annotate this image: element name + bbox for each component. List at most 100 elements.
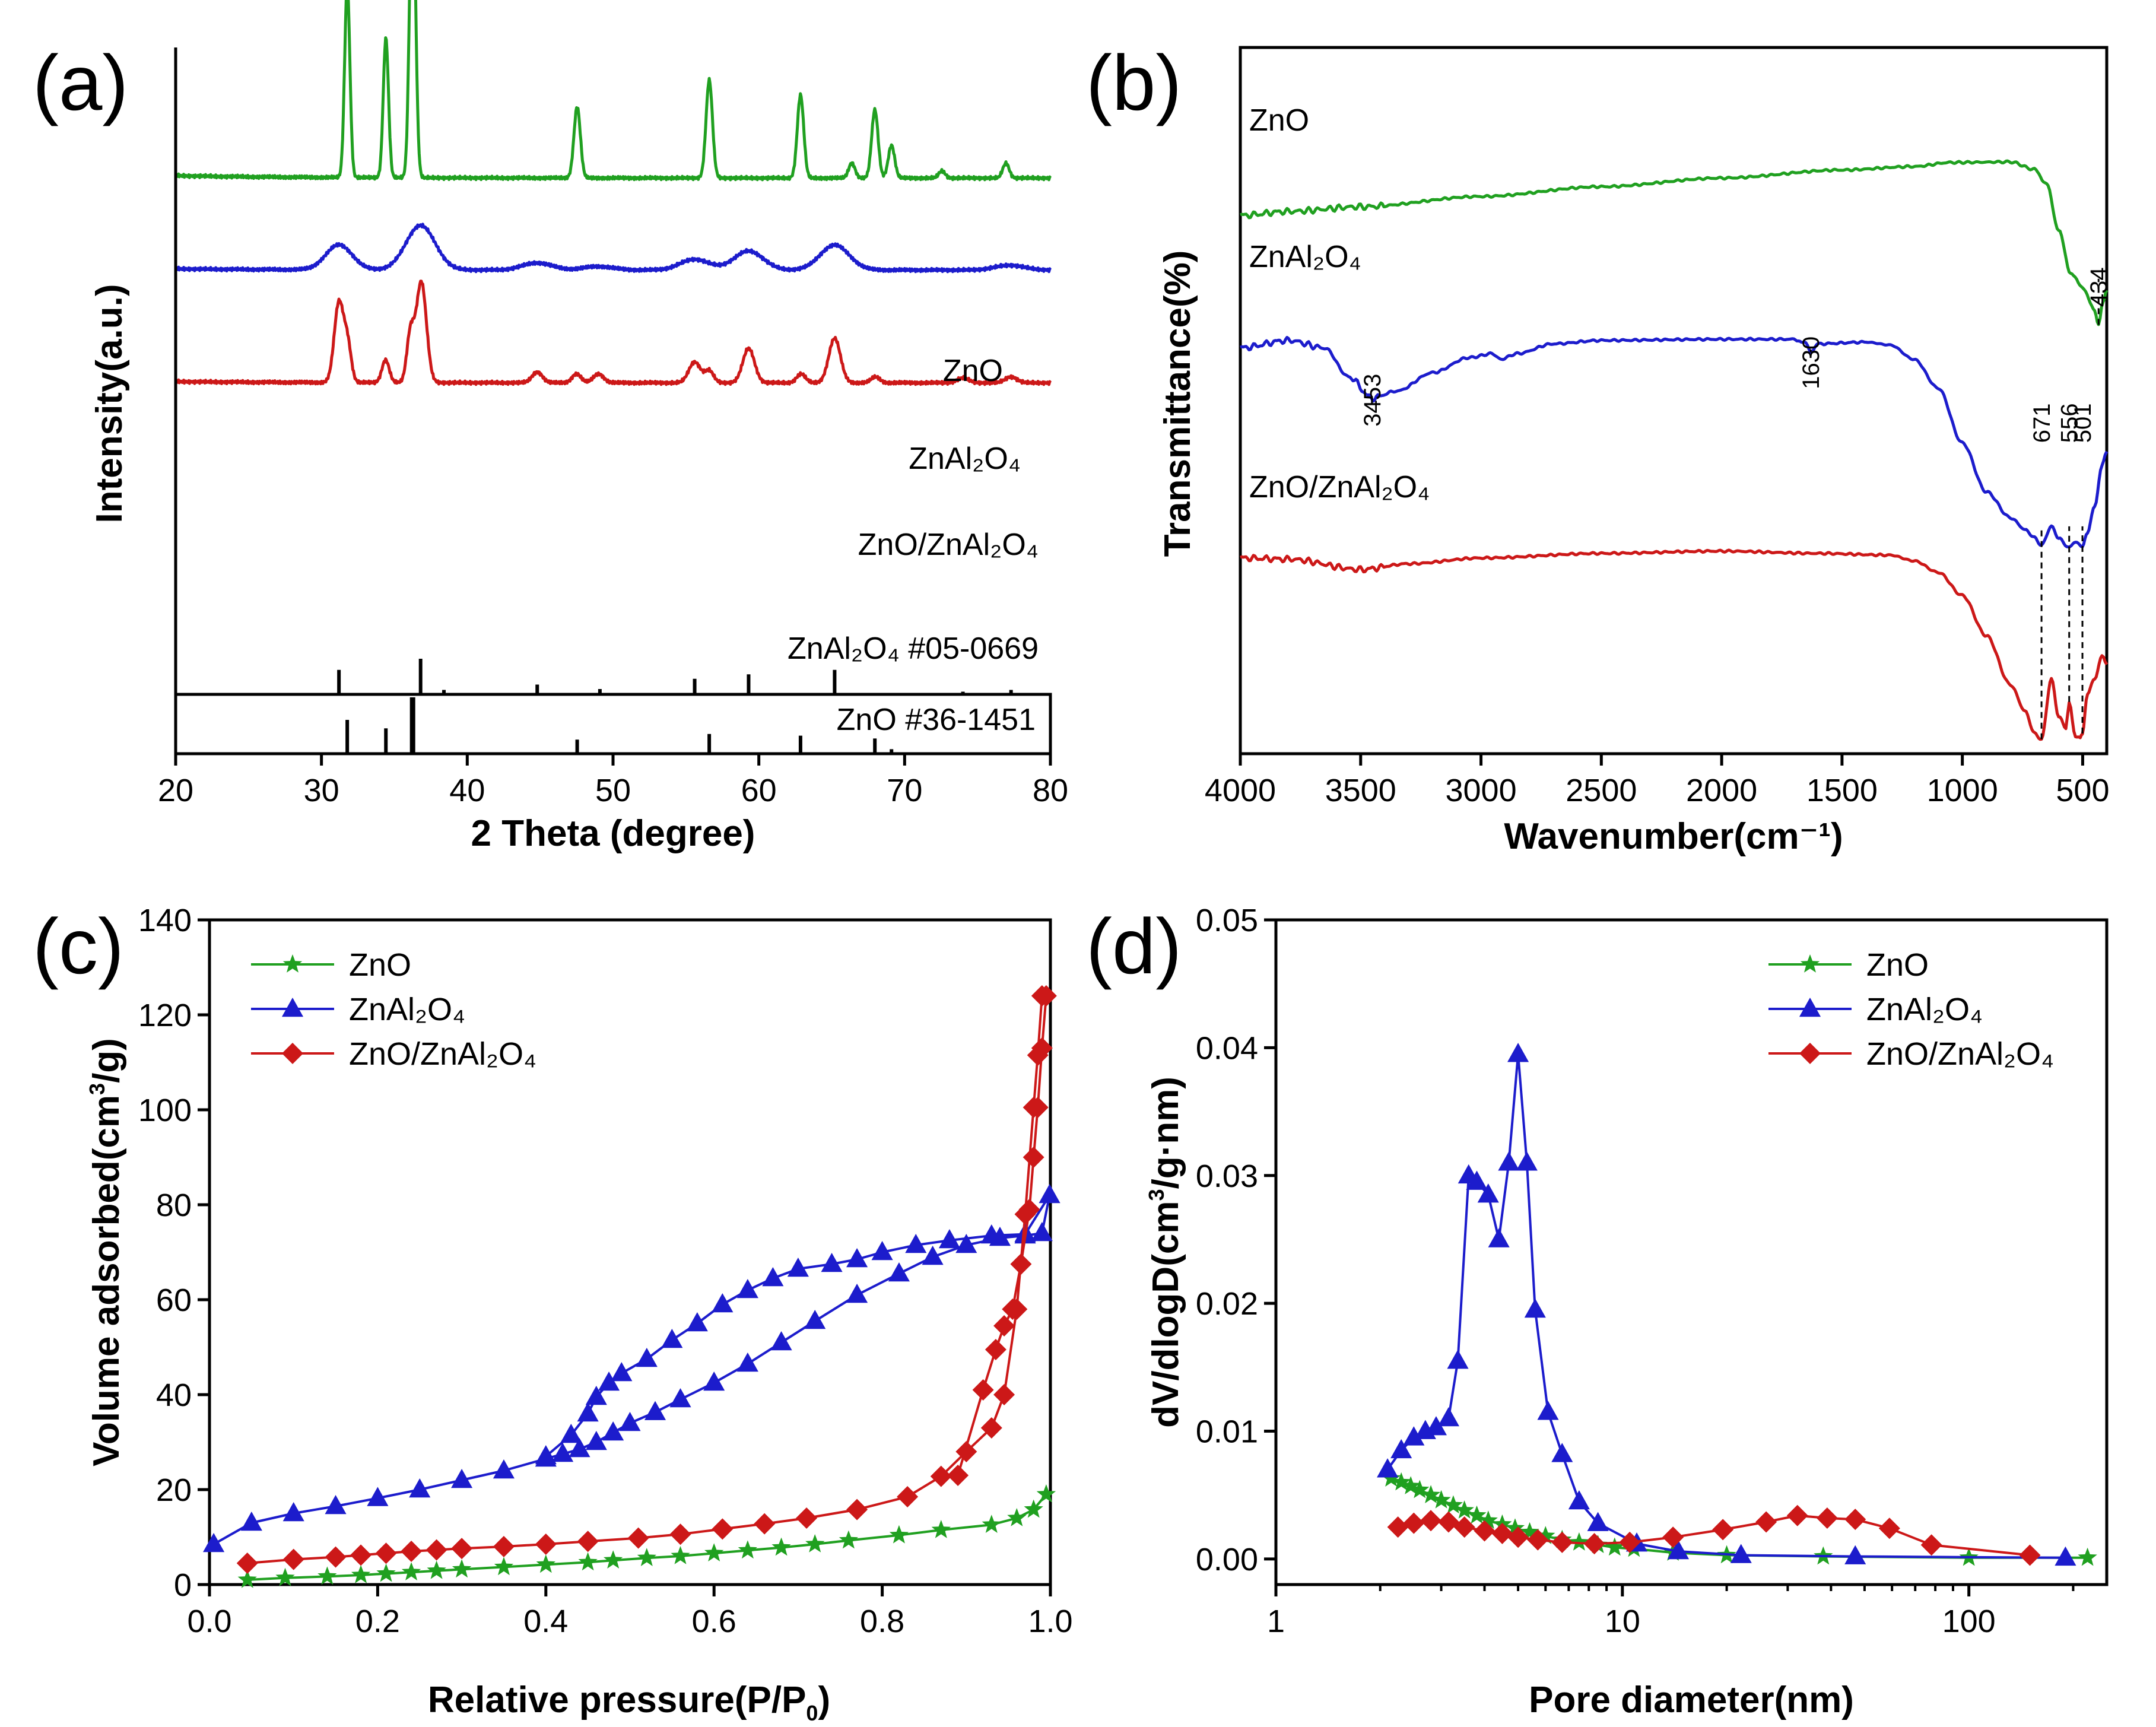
panel-a-xtick-label-30: 30	[304, 773, 339, 808]
panel-c-series-zno-point-19	[889, 1525, 909, 1544]
panel-c-series-composite-point-18	[930, 1465, 952, 1487]
panel-c-xtick-label-0: 0.0	[187, 1604, 231, 1639]
panel-d-series-composite-point-18	[1878, 1518, 1900, 1539]
panel-c-series-composite-point-9	[535, 1534, 557, 1555]
panel-c-series-zno-point-14	[704, 1543, 724, 1561]
panel-c-series-zno-point-1	[275, 1567, 295, 1586]
panel-d-y-title: dV/dlogD(cm3/g·nm)	[1144, 1077, 1186, 1428]
panel-d-series-zno-point-17	[1605, 1537, 1624, 1556]
panel-d-legend-label-zno: ZnO	[1866, 947, 1929, 983]
panel-c-ytick-label-0: 0	[174, 1567, 192, 1603]
panel-b-xtick-label-3500: 3500	[1325, 773, 1396, 808]
panel-c-series-composite-point-32	[1010, 1253, 1032, 1275]
panel-d-series-composite-point-3	[1437, 1511, 1459, 1533]
panel-c-series-znal2o4-point-1	[240, 1512, 262, 1531]
panel-d-ytick-label-0.01: 0.01	[1196, 1414, 1258, 1450]
panel-d-series-composite-point-8	[1527, 1529, 1549, 1551]
panel-b-annotation-label-556: 556	[2057, 403, 2083, 443]
panel-d-series-group	[1377, 1043, 2097, 1566]
panel-c-series-composite-point-15	[796, 1507, 818, 1529]
panel-d-series-composite-point-12	[1662, 1526, 1684, 1548]
panel-d-series-zno-point-3	[1410, 1480, 1430, 1499]
panel-c-series-zno-point-22	[1007, 1508, 1027, 1526]
panel-b-series-zno	[1240, 159, 2109, 326]
panel-c-series-composite-point-33	[1002, 1299, 1024, 1320]
panel-c-series-zno-point-23	[1024, 1499, 1043, 1518]
panel-d-series-zno-point-13	[1536, 1526, 1555, 1544]
panel-d-series-composite-point-16	[1816, 1507, 1838, 1529]
panel-c-series-znal2o4-point-32	[871, 1241, 893, 1261]
panel-c-series-znal2o4-point-26	[1031, 1222, 1053, 1242]
panel-c-series-znal2o4-point-16	[703, 1372, 725, 1391]
panel-d-series-zno-point-12	[1520, 1522, 1539, 1541]
panel-c-series-zno-point-15	[738, 1540, 757, 1559]
panel-b-annotation-label-434: 434	[2086, 267, 2112, 307]
panel-d-ytick-label-0.05: 0.05	[1196, 903, 1258, 938]
panel-b-series-group	[1240, 159, 2109, 741]
panel-c-series-znal2o4-point-3	[325, 1495, 347, 1515]
panel-d-series-composite-point-9	[1551, 1531, 1573, 1553]
panel-c-ytick-label-100: 100	[138, 1093, 192, 1128]
panel-c-series-composite-point-7	[451, 1538, 473, 1560]
panel-c-series-zno-point-8	[494, 1557, 514, 1576]
panel-d-xtick-label-10: 10	[1605, 1604, 1640, 1639]
panel-b-x-title: Wavenumber(cm⁻¹)	[1504, 816, 1843, 857]
panel-c-ytick-label-140: 140	[138, 903, 192, 938]
panel-a-series-composite	[174, 280, 1052, 386]
panel-b-xtick-label-1000: 1000	[1927, 773, 1998, 808]
panel-d-series-composite-point-20	[2019, 1544, 2041, 1566]
panel-d-series-znal2o4-point-16	[1551, 1443, 1573, 1462]
panel-a-y-title: Intensity(a.u.)	[89, 284, 130, 523]
panel-a-xtick-label-20: 20	[158, 773, 193, 808]
panel-c-ytick-label-80: 80	[156, 1188, 192, 1223]
panel-b-annotation-label-3453: 3453	[1360, 374, 1386, 427]
panel-c-series-znal2o4-point-2	[282, 1502, 304, 1522]
panel-d-legend-label-composite: ZnO/ZnAl₂O₄	[1866, 1036, 2054, 1072]
panel-c-series-znal2o4-point-20	[846, 1284, 868, 1303]
panel-d-series-zno-point-8	[1467, 1505, 1487, 1524]
panel-d-series-composite-point-14	[1755, 1511, 1777, 1533]
panel-d-series-znal2o4-point-18	[1587, 1512, 1609, 1531]
panel-d-series-composite-point-4	[1453, 1516, 1475, 1538]
panel-a: (a) 20 30 40 50 60 70 80 ZnO ZnAl₂O₄ ZnO/ZnAl₂…	[33, 0, 1068, 854]
panel-c-series-composite-point-27	[1035, 985, 1057, 1007]
panel-d-series-composite-point-1	[1403, 1512, 1425, 1534]
panel-c-series-znal2o4-point-15	[669, 1388, 691, 1408]
panel-c-series-znal2o4-point-41	[636, 1348, 658, 1367]
panel-c-series-znal2o4-point-44	[585, 1386, 607, 1405]
panel-a-znal2o4-label: ZnAl₂O₄	[909, 442, 1021, 476]
panel-c-ytick-label-20: 20	[156, 1472, 192, 1508]
panel-c-series-znal2o4-point-21	[888, 1262, 910, 1282]
panel-c-xtick-label-0.8: 0.8	[860, 1604, 904, 1639]
panel-d-series-composite-point-6	[1491, 1522, 1513, 1544]
panel-a-series-group	[174, 0, 1052, 386]
panel-c-y-title: Volume adsorbed(cm3/g)	[85, 1038, 127, 1466]
panel-a-x-title: 2 Theta (degree)	[471, 813, 755, 854]
panel-a-series-znal2o4	[174, 223, 1052, 274]
panel-d-series-zno-point-6	[1443, 1495, 1463, 1514]
panel-d-series-zno-point-7	[1455, 1500, 1474, 1519]
panel-c-series-zno-point-18	[839, 1530, 859, 1549]
panel-c-series-znal2o4-point-23	[955, 1234, 977, 1253]
panel-c-series-znal2o4-point-0	[203, 1533, 225, 1553]
panel-d-ytick-label-0.03: 0.03	[1196, 1158, 1258, 1194]
panel-c-series-zno-point-2	[317, 1566, 337, 1585]
panel-c-series-composite-point-28	[1031, 1037, 1053, 1059]
panel-c-series-composite-point-31	[1018, 1199, 1040, 1220]
panel-c-x-title: Relative pressure(P/P0)	[428, 1680, 830, 1725]
panel-c-legend-label-znal2o4: ZnAl₂O₄	[349, 992, 465, 1027]
panel-c-series-zno-point-9	[536, 1554, 555, 1573]
panel-d-ytick-label-0: 0.00	[1196, 1542, 1258, 1577]
panel-c-series-composite-point-2	[325, 1546, 347, 1568]
panel-c-series-znal2o4-point-19	[804, 1310, 826, 1329]
panel-d-series-composite-point-0	[1387, 1516, 1409, 1538]
panel-d-legend-marker-composite	[1799, 1043, 1821, 1064]
panel-d-series-znal2o4-point-11	[1498, 1151, 1520, 1171]
panel-c-series-composite-point-36	[972, 1379, 994, 1401]
panel-c-series-znal2o4-point-5	[409, 1478, 431, 1498]
panel-d-series-zno-point-2	[1401, 1476, 1421, 1494]
panel-d-series-znal2o4-point-17	[1568, 1490, 1590, 1510]
panel-b-series-znal2o4	[1240, 336, 2109, 549]
